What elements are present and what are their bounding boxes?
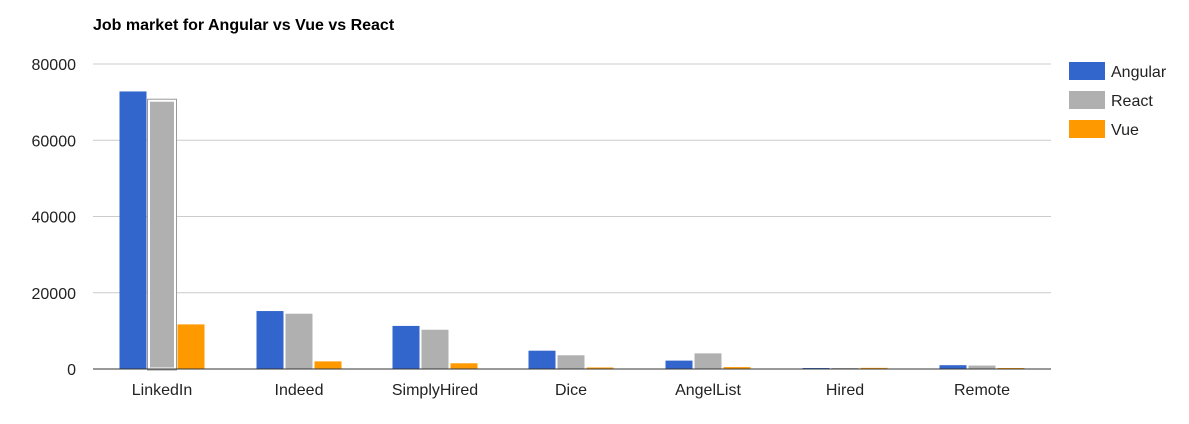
bar-angular-dice [528, 350, 556, 369]
legend-label: Vue [1111, 122, 1139, 139]
bar-angular-remote [939, 365, 967, 369]
bar-vue-simplyhired [450, 363, 478, 369]
bar-highlight-outline [147, 98, 177, 371]
bar-vue-dice [586, 367, 614, 369]
gridlines [93, 63, 1051, 294]
x-axis-ticks: LinkedIn Indeed SimplyHired Dice AngelList Hi… [132, 382, 1010, 399]
bar-angular-simplyhired [392, 325, 420, 369]
bar-angular-linkedin [119, 91, 147, 369]
legend-swatch-vue [1069, 120, 1105, 138]
x-tick-label: SimplyHired [392, 382, 478, 399]
x-tick-label: Dice [555, 382, 587, 399]
x-tick-label: Hired [826, 382, 864, 399]
bars [119, 91, 1025, 371]
x-tick-label: Remote [954, 382, 1010, 399]
bar-angular-indeed [256, 311, 284, 369]
bar-react-dice [557, 355, 585, 369]
bar-react-remote [968, 365, 996, 369]
bar-vue-indeed [314, 361, 342, 369]
bar-angular-angellist [665, 360, 693, 369]
bar-react-simplyhired [421, 329, 449, 369]
bar-react-angellist [694, 353, 722, 369]
bar-vue-linkedin [177, 324, 205, 369]
bar-vue-hired [860, 367, 888, 369]
bar-react-indeed [285, 313, 313, 369]
legend-swatch-angular [1069, 62, 1105, 80]
legend-label: Angular [1111, 64, 1167, 81]
legend-label: React [1111, 93, 1153, 110]
y-tick-label: 0 [67, 362, 76, 379]
legend-swatch-react [1069, 91, 1105, 109]
y-tick-label: 80000 [32, 57, 77, 74]
y-tick-label: 20000 [32, 286, 77, 303]
x-tick-label: AngelList [675, 382, 741, 399]
y-tick-label: 40000 [32, 210, 77, 227]
x-tick-label: Indeed [275, 382, 324, 399]
bar-react-linkedin [147, 98, 177, 371]
x-tick-label: LinkedIn [132, 382, 193, 399]
bar-vue-angellist [723, 367, 751, 369]
legend: Angular React Vue [1069, 62, 1167, 139]
y-tick-label: 60000 [32, 133, 77, 150]
y-axis-ticks: 0 20000 40000 60000 80000 [32, 57, 77, 379]
chart-title: Job market for Angular vs Vue vs React [93, 17, 395, 34]
